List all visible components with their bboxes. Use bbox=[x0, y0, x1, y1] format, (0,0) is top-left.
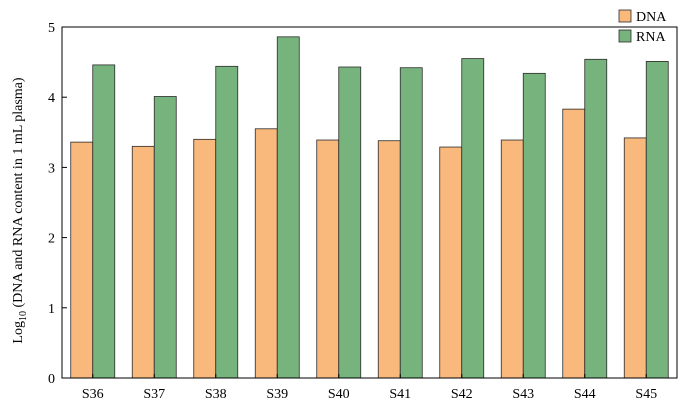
y-tick-label: 4 bbox=[48, 91, 55, 106]
bar-dna-s41 bbox=[377, 140, 401, 379]
bar-rna-s37 bbox=[153, 96, 177, 379]
x-tick-label: S44 bbox=[574, 387, 596, 402]
axes-frame bbox=[61, 26, 678, 379]
x-tick-label: S43 bbox=[512, 387, 534, 402]
legend-label-dna: DNA bbox=[636, 10, 667, 25]
legend-swatch-rna bbox=[618, 29, 632, 43]
y-axis-label: Log10 (DNA and RNA content in 1 mL plasm… bbox=[11, 77, 29, 343]
bar-dna-s43 bbox=[500, 139, 524, 379]
x-tick-label: S37 bbox=[143, 387, 165, 402]
y-tick-label: 5 bbox=[48, 21, 55, 36]
bar-rna-s42 bbox=[461, 58, 485, 379]
bar-dna-s36 bbox=[70, 141, 94, 379]
plot-area: S36 S37 S38 S39 S40 S41 S42 S43 S44 S45 0 1 2 3 4 5 bbox=[48, 21, 678, 402]
x-tick-label: S38 bbox=[205, 387, 227, 402]
bar-rna-s43 bbox=[522, 72, 546, 379]
x-tick-label: S45 bbox=[635, 387, 657, 402]
bar-rna-s40 bbox=[338, 66, 362, 379]
bar-dna-s38 bbox=[193, 138, 217, 379]
x-tick-label: S39 bbox=[266, 387, 288, 402]
y-tick-label: 2 bbox=[48, 232, 55, 247]
y-tick-label: 0 bbox=[48, 372, 55, 387]
x-tick-label: S42 bbox=[451, 387, 473, 402]
bar-rna-s36 bbox=[92, 64, 116, 379]
y-tick-label: 1 bbox=[48, 302, 55, 317]
legend-label-rna: RNA bbox=[636, 30, 666, 45]
x-tick-label: S40 bbox=[328, 387, 350, 402]
bar-dna-s40 bbox=[316, 139, 340, 379]
legend: DNA RNA bbox=[618, 9, 667, 45]
bar-dna-s42 bbox=[439, 146, 463, 379]
y-axis-title: Log10 (DNA and RNA content in 1 mL plasm… bbox=[11, 77, 29, 343]
bar-dna-s37 bbox=[131, 145, 155, 379]
bar-rna-s38 bbox=[215, 65, 239, 379]
bar-dna-s45 bbox=[623, 137, 647, 379]
bar-rna-s45 bbox=[645, 61, 669, 379]
legend-swatch-dna bbox=[618, 9, 632, 23]
y-tick-label: 3 bbox=[48, 161, 55, 176]
bar-rna-s39 bbox=[276, 36, 300, 379]
bar-dna-s44 bbox=[562, 108, 586, 379]
x-tick-label: S41 bbox=[389, 387, 411, 402]
x-tick-label: S36 bbox=[82, 387, 104, 402]
bar-dna-s39 bbox=[254, 128, 278, 379]
bar-rna-s41 bbox=[399, 67, 423, 379]
bar-rna-s44 bbox=[584, 58, 608, 379]
